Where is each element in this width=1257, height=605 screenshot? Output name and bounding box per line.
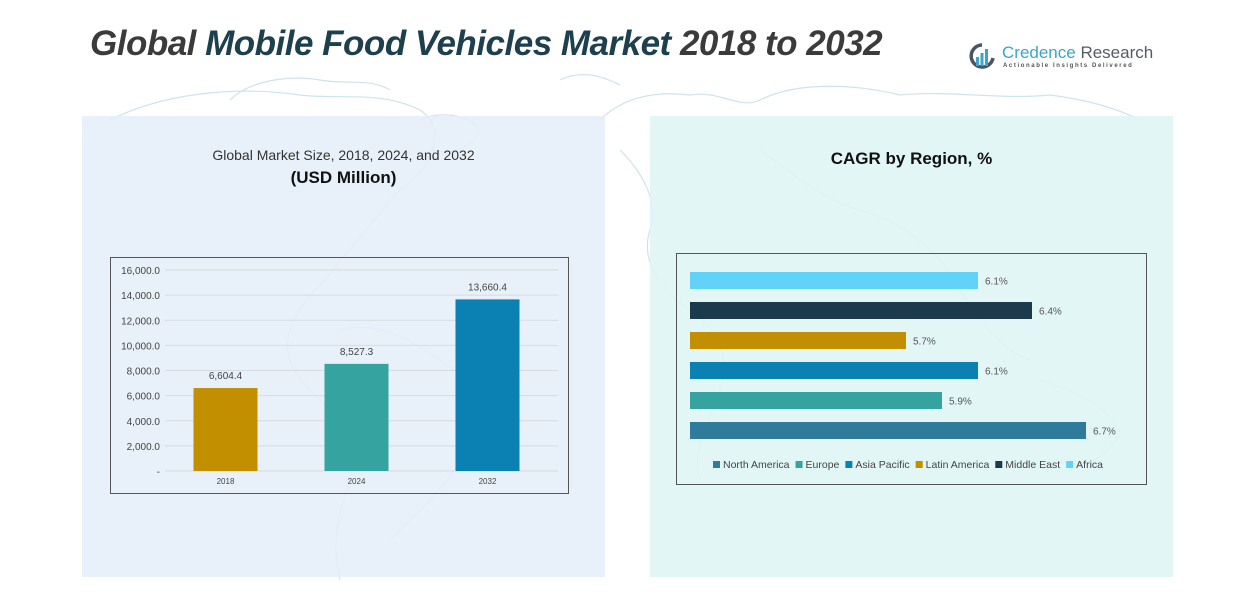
bar-value-label: 6,604.4 <box>209 371 243 382</box>
legend-label: Europe <box>806 459 840 471</box>
y-tick-label: 12,000.0 <box>121 316 160 327</box>
page-title: Global Mobile Food Vehicles Market 2018 … <box>90 24 883 64</box>
bar-value-label: 13,660.4 <box>468 282 507 293</box>
bar-value-label: 5.7% <box>913 337 936 348</box>
bar-chart-circle-icon <box>969 43 995 69</box>
legend-swatch <box>915 461 923 468</box>
chart-frame <box>110 257 569 494</box>
bar-2024 <box>324 363 389 471</box>
bar-value-label: 6.1% <box>985 277 1008 288</box>
bar-value-label: 5.9% <box>949 397 972 408</box>
chart-frame <box>676 253 1147 485</box>
logo-tagline: Actionable Insights Delivered <box>1003 63 1134 69</box>
legend-label: Middle East <box>1005 459 1060 471</box>
title-prefix: Global <box>90 24 206 63</box>
y-tick-label: 4,000.0 <box>127 417 161 428</box>
bar-value-label: 8,527.3 <box>340 347 374 358</box>
bar-europe <box>690 392 942 409</box>
logo-name-credence: Credence <box>1002 43 1076 62</box>
bar-2018 <box>193 388 258 471</box>
title-market-name: Mobile Food Vehicles Market <box>205 24 671 63</box>
y-tick-label: 10,000.0 <box>121 341 160 352</box>
logo-name-research: Research <box>1075 43 1154 62</box>
x-tick-label: 2032 <box>479 477 497 486</box>
market-size-unit: (USD Million) <box>290 168 397 187</box>
bar-middle-east <box>690 302 1032 319</box>
market-size-bar-chart: - 2,000.0 4,000.0 6,000.0 8,000.0 10,000.0 12,… <box>110 257 569 494</box>
bar-north-america <box>690 422 1086 439</box>
y-tick-label: 16,000.0 <box>121 266 160 277</box>
legend-swatch <box>713 461 720 468</box>
legend-swatch <box>995 461 1003 468</box>
x-tick-label: 2018 <box>217 477 235 486</box>
legend-label: Africa <box>1076 459 1103 471</box>
bar-asia-pacific <box>690 362 978 379</box>
legend-swatch <box>795 461 803 468</box>
cagr-title: CAGR by Region, % <box>830 149 993 168</box>
y-tick-label: 8,000.0 <box>127 367 161 378</box>
legend-label: Asia Pacific <box>855 459 909 471</box>
legend-swatch <box>845 461 853 468</box>
bar-value-label: 6.4% <box>1039 307 1062 318</box>
y-tick-label: 6,000.0 <box>127 392 161 403</box>
legend-label: North America <box>723 459 790 471</box>
title-year-range: 2018 to 2032 <box>670 24 883 63</box>
credence-research-logo: Credence Research Actionable Insights De… <box>968 40 1158 76</box>
legend-swatch <box>1066 461 1074 468</box>
y-tick-label: 14,000.0 <box>121 291 160 302</box>
x-tick-label: 2024 <box>348 477 366 486</box>
bar-value-label: 6.7% <box>1093 427 1116 438</box>
bar-latin-america <box>690 332 906 349</box>
bar-value-label: 6.1% <box>985 367 1008 378</box>
y-tick-label: - <box>157 467 160 478</box>
cagr-horizontal-bar-chart: 6.1% 6.4% 5.7% 6.1% 5.9% 6.7% North America Eu… <box>676 253 1147 485</box>
logo-wordmark: Credence Research <box>1002 43 1153 63</box>
bar-2032 <box>455 299 520 471</box>
bar-africa <box>690 272 978 289</box>
legend-label: Latin America <box>926 459 990 471</box>
market-size-subtitle: Global Market Size, 2018, 2024, and 2032 <box>212 147 475 163</box>
y-tick-label: 2,000.0 <box>127 442 161 453</box>
